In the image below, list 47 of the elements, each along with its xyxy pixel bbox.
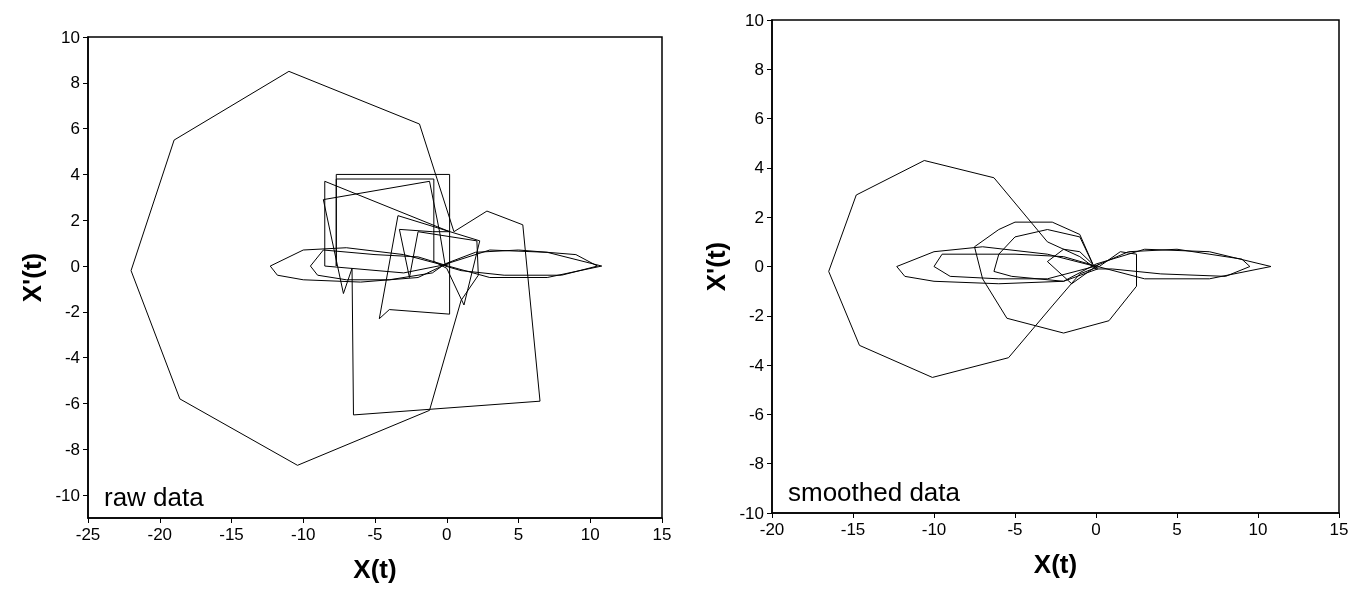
y-tick-label: 2 [70, 210, 80, 230]
y-tick-label: 4 [754, 158, 764, 178]
y-tick-label: 8 [754, 59, 764, 79]
x-tick-label: -15 [219, 525, 244, 544]
y-tick-label: -4 [64, 348, 80, 368]
y-tick-label: 10 [61, 27, 80, 47]
y-tick-label: 8 [70, 73, 80, 93]
x-tick-label: 10 [1248, 520, 1268, 539]
y-tick-label: 10 [745, 10, 764, 30]
y-tick-label: -4 [748, 355, 764, 375]
x-tick-label: -25 [75, 525, 101, 544]
annotation: smoothed data [788, 477, 961, 507]
x-tick-label: 15 [1329, 520, 1349, 539]
y-tick-label: -6 [748, 404, 764, 424]
y-axis-title: X'(t) [700, 241, 731, 292]
y-tick-label: 4 [70, 164, 80, 184]
x-axis-title: X(t) [353, 554, 397, 584]
y-tick-label: -8 [64, 439, 80, 459]
x-tick-label: 10 [580, 525, 600, 544]
y-tick-label: 6 [70, 119, 80, 139]
annotation: raw data [104, 482, 205, 512]
x-tick-label: -10 [921, 520, 947, 539]
x-tick-label: -5 [1007, 520, 1023, 539]
y-tick-label: -8 [748, 454, 764, 474]
y-axis-title: X'(t) [16, 252, 47, 303]
x-tick-label: 0 [442, 525, 452, 544]
x-tick-label: 15 [652, 525, 672, 544]
x-tick-label: 0 [1091, 520, 1101, 539]
x-tick-label: 5 [513, 525, 524, 544]
x-tick-label: 5 [1172, 520, 1182, 539]
y-tick-label: 0 [754, 257, 764, 276]
x-tick-label: -5 [367, 525, 383, 544]
line-series [828, 160, 1272, 378]
x-tick-label: -20 [147, 525, 173, 544]
line-series [130, 70, 603, 466]
y-tick-label: -10 [55, 485, 80, 505]
y-tick-label: -10 [739, 503, 764, 523]
y-tick-label: -2 [64, 302, 80, 322]
y-tick-label: 6 [754, 109, 764, 129]
y-tick-label: 0 [70, 256, 80, 276]
y-tick-label: -2 [748, 306, 764, 326]
x-tick-label: -20 [759, 520, 785, 539]
x-axis-title: X(t) [1033, 549, 1078, 579]
y-tick-label: 2 [754, 207, 764, 227]
y-tick-label: -6 [64, 393, 80, 413]
x-tick-label: -15 [840, 520, 866, 539]
x-tick-label: -10 [290, 525, 316, 544]
